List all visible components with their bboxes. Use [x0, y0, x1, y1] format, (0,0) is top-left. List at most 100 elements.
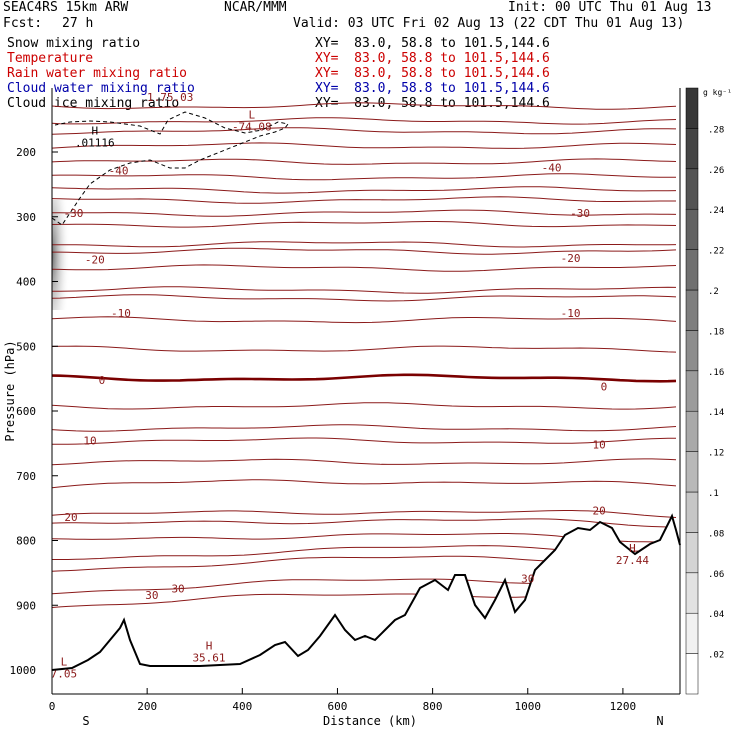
- extremum-letter: L: [249, 108, 256, 121]
- x-tick-label: 200: [137, 700, 157, 713]
- y-tick-label: 300: [16, 211, 36, 224]
- field-name: Cloud water mixing ratio: [7, 81, 195, 96]
- x-tick-label: 600: [328, 700, 348, 713]
- terrain-line: [51, 513, 681, 671]
- isotherm-line: [51, 510, 677, 518]
- isotherm-label: -40: [542, 161, 562, 174]
- colorbar-tick-label: .26: [708, 166, 724, 176]
- isotherm-line: [51, 127, 677, 135]
- endpoint-label-left: S: [82, 714, 89, 728]
- isotherm-label: -40: [109, 165, 129, 178]
- colorbar-tick-label: .1: [708, 489, 719, 499]
- isotherm-label: -30: [63, 207, 83, 220]
- isotherm-label: -30: [570, 207, 590, 220]
- y-tick-label: 700: [16, 470, 36, 483]
- colorbar-tick-label: .2: [708, 287, 719, 297]
- extremum-value: -74.08: [232, 120, 272, 133]
- isotherm-line: [52, 247, 677, 255]
- colorbar-tick-label: .24: [708, 206, 724, 216]
- y-tick-label: 900: [16, 599, 36, 612]
- x-tick-label: 800: [423, 700, 443, 713]
- isotherm-line: [52, 286, 677, 294]
- isotherm-label: 30: [171, 582, 184, 595]
- colorbar-tick-label: .04: [708, 610, 724, 620]
- x-tick-label: 400: [232, 700, 252, 713]
- field-name: Cloud ice mixing ratio: [7, 96, 180, 111]
- y-tick-label: 600: [16, 405, 36, 418]
- isotherm-line: [51, 316, 677, 324]
- colorbar-tick-label: .16: [708, 368, 724, 378]
- y-axis-label: Pressure (hPa): [3, 340, 17, 441]
- colorbar-swatch: [685, 653, 699, 695]
- colorbar-swatch: [685, 572, 699, 614]
- isotherm-line: [51, 479, 677, 489]
- extremum-letter: H: [92, 125, 99, 138]
- cloud-ice-shading: [52, 200, 70, 310]
- isotherm-label: 10: [592, 439, 605, 452]
- terrain: [51, 513, 681, 694]
- colorbar-tick-label: .18: [708, 327, 724, 337]
- x-tick-label: 1200: [610, 700, 637, 713]
- colorbar-swatch: [685, 330, 699, 372]
- contour-fragment-label: 1.75.03: [147, 91, 193, 104]
- extremum-value: 7.05: [51, 667, 78, 680]
- isotherm-label: 0: [601, 380, 608, 393]
- init-time: Init: 00 UTC Thu 01 Aug 13: [508, 0, 712, 15]
- extremum-letter: L: [61, 655, 68, 668]
- extremum-value: 27.44: [616, 554, 649, 567]
- colorbar-tick-label: .14: [708, 408, 724, 418]
- isotherm-label: -20: [561, 252, 581, 265]
- isotherm-line: [51, 518, 677, 528]
- isotherm-line: [51, 294, 677, 302]
- y-tick-label: 500: [16, 340, 36, 353]
- y-tick-label: 400: [16, 276, 36, 289]
- colorbar-swatch: [685, 208, 699, 250]
- isotherm-label: 0: [99, 374, 106, 387]
- isotherm-label: 10: [83, 435, 96, 448]
- isotherm-line: [51, 102, 677, 110]
- isotherm-line: [51, 173, 676, 181]
- plot-header: SEAC4RS 15km ARW NCAR/MMM Init: 00 UTC T…: [0, 0, 740, 112]
- isotherm-line: [51, 186, 677, 194]
- field-xy: XY= 83.0, 58.8 to 101.5,144.6: [315, 81, 550, 96]
- colorbar-tick-label: .12: [708, 449, 724, 459]
- extremum-value: .01116: [75, 137, 115, 150]
- model-title: SEAC4RS 15km ARW: [3, 0, 129, 15]
- x-axis-label: Distance (km): [323, 714, 417, 728]
- isotherm-line: [51, 345, 677, 353]
- colorbar-swatch: [685, 168, 699, 210]
- field-xy: XY= 83.0, 58.8 to 101.5,144.6: [315, 51, 550, 66]
- isotherm-label: -10: [111, 307, 131, 320]
- isotherm-line: [51, 402, 677, 410]
- isotherm-line: [51, 209, 677, 217]
- colorbar-swatch: [685, 249, 699, 291]
- colorbar-tick-label: .08: [708, 529, 724, 539]
- field-name: Rain water mixing ratio: [7, 66, 188, 81]
- colorbar-swatch: [685, 532, 699, 574]
- colorbar: .02 .04 .06 .08 .1 .12 .14 .16 .18 .2 .22 .24 .26 .28…: [685, 87, 732, 695]
- colorbar-swatch: [685, 491, 699, 533]
- isotherm-line: [51, 424, 677, 432]
- isotherm-label: -20: [85, 253, 105, 266]
- field-name: Snow mixing ratio: [7, 36, 141, 51]
- colorbar-tick-label: .02: [708, 651, 724, 661]
- isotherm-label: 30: [145, 589, 158, 602]
- isotherm-line: [51, 264, 677, 272]
- colorbar-unit: g kg⁻¹: [703, 88, 732, 97]
- fcst-label: Fcst:: [3, 16, 43, 31]
- x-tick-label: 1000: [515, 700, 542, 713]
- valid-time: Valid: 03 UTC Fri 02 Aug 13 (22 CDT Thu …: [293, 16, 685, 31]
- y-tick-label: 200: [16, 146, 36, 159]
- isotherm-label: 30: [521, 573, 534, 586]
- isotherm-line: [51, 373, 677, 383]
- snow-mixing-contour: [51, 111, 289, 226]
- terrain-fill: [52, 516, 680, 694]
- colorbar-swatch: [685, 87, 699, 129]
- colorbar-tick-label: .06: [708, 570, 724, 580]
- isotherm-label: -10: [561, 307, 581, 320]
- isotherm-line: [51, 437, 677, 445]
- endpoint-label-right: N: [656, 714, 663, 728]
- center-label: NCAR/MMM: [224, 0, 287, 15]
